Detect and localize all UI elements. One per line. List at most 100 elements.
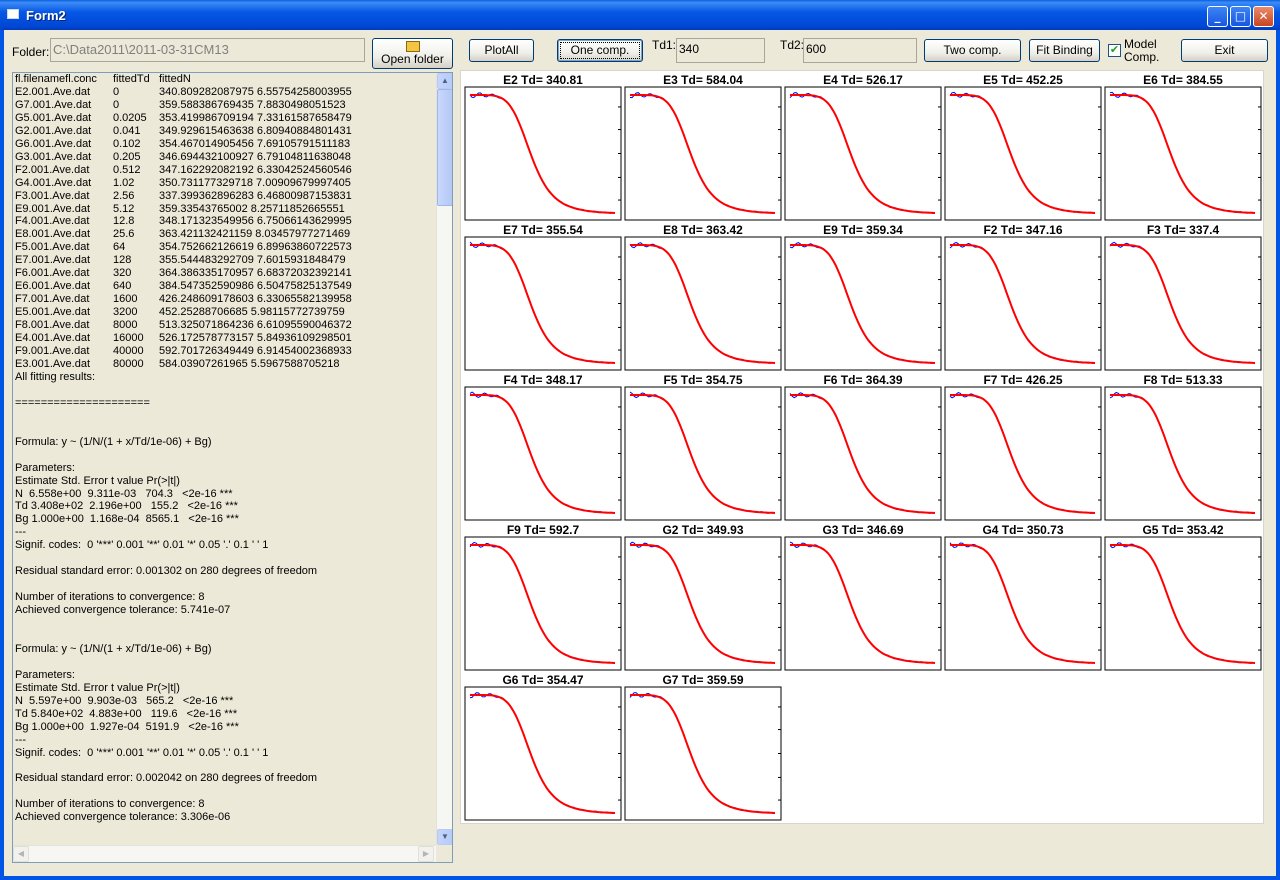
panel-title: F3 Td= 337.4 — [1147, 223, 1220, 237]
td1-input[interactable]: 340 — [676, 38, 765, 63]
cell-conc: 0.512 — [113, 163, 141, 176]
cell-fitted: 584.03907261965 5.5967588705218 — [159, 357, 340, 370]
cell-fitted: 384.547352590986 6.50475825137549 — [159, 280, 352, 293]
model-comp-label: Model Comp. — [1124, 38, 1159, 64]
cell-conc: 8000 — [113, 319, 138, 332]
fit-line — [630, 544, 776, 664]
folder-icon — [405, 41, 420, 52]
log-line: Residual standard error: 0.002042 on 280… — [15, 772, 318, 785]
scroll-thumb[interactable] — [437, 89, 452, 206]
log-line: Signif. codes: 0 '***' 0.001 '**' 0.01 '… — [15, 539, 269, 552]
cell-fitted: 452.25288706685 5.98115772739759 — [159, 306, 345, 319]
fit-line — [1110, 394, 1256, 514]
scroll-up-icon[interactable]: ▲ — [437, 73, 452, 89]
panel-title: F5 Td= 354.75 — [663, 373, 742, 387]
fit-line — [470, 544, 616, 664]
cell-fitted: 349.929615463638 6.80940884801431 — [159, 124, 352, 137]
results-row: G6.001.Ave.dat 0.102 354.467014905456 7.69… — [15, 138, 435, 151]
panel-frame — [784, 386, 942, 521]
horizontal-scrollbar[interactable]: ◀ ▶ — [13, 845, 436, 862]
panel-frame — [624, 386, 782, 521]
cell-filename: F3.001.Ave.dat — [15, 189, 90, 202]
results-text: fl.filenamefl.conc fittedTd fittedN E2.001.… — [15, 73, 435, 845]
results-row: E8.001.Ave.dat 25.6 363.421132421159 8.034… — [15, 228, 435, 241]
panel-frame — [464, 236, 622, 371]
cell-fitted: 359.588386769435 7.8830498051523 — [159, 98, 346, 111]
exit-button[interactable]: Exit — [1181, 39, 1268, 62]
fit-line — [630, 394, 776, 514]
fit-line — [630, 244, 776, 364]
log-line: Residual standard error: 0.001302 on 280… — [15, 565, 318, 578]
panel-title: G5 Td= 353.42 — [1142, 523, 1223, 537]
fit-line — [950, 544, 1096, 664]
title-bar[interactable]: Form2 _ □ ✕ — [0, 0, 1280, 30]
log-line: Bg 1.000e+00 1.927e-04 5191.9 <2e-16 *** — [15, 720, 239, 733]
close-button[interactable]: ✕ — [1253, 6, 1274, 27]
panel-frame — [624, 686, 782, 821]
plots-svg: E2 Td= 340.81 E3 Td= 584.04 E4 Td= 526.17 E… — [464, 73, 1262, 821]
log-line — [15, 630, 435, 643]
results-row: F6.001.Ave.dat 320 364.386335170957 6.6837… — [15, 267, 435, 280]
open-folder-button[interactable]: Open folder — [372, 38, 453, 69]
log-line: Bg 1.000e+00 1.168e-04 8565.1 <2e-16 *** — [15, 513, 239, 526]
minimize-button[interactable]: _ — [1207, 6, 1228, 27]
cell-fitted: 363.421132421159 8.03457977271469 — [159, 228, 351, 241]
results-row: G7.001.Ave.dat 0 359.588386769435 7.883049… — [15, 99, 435, 112]
cell-fitted: 364.386335170957 6.68372032392141 — [159, 267, 352, 280]
cell-conc: 0 — [113, 85, 120, 98]
cell-filename: F7.001.Ave.dat — [15, 293, 90, 306]
fit-line — [470, 694, 616, 814]
fit-line — [470, 394, 616, 514]
plot-all-button[interactable]: PlotAll — [469, 39, 534, 62]
cell-filename: F5.001.Ave.dat — [15, 241, 90, 254]
window-title: Form2 — [26, 8, 66, 23]
log-line — [15, 384, 435, 397]
two-comp-button[interactable]: Two comp. — [924, 39, 1021, 62]
cell-filename: E5.001.Ave.dat — [15, 306, 91, 319]
panel-title: F6 Td= 364.39 — [823, 373, 902, 387]
panel-title: E7 Td= 355.54 — [503, 223, 583, 237]
cell-fitted: 348.171323549956 6.75066143629995 — [159, 215, 352, 228]
cell-filename: E8.001.Ave.dat — [15, 228, 91, 241]
cell-fitted: 513.325071864236 6.61095590046372 — [159, 319, 352, 332]
results-row: E7.001.Ave.dat 128 355.544483292709 7.6015… — [15, 254, 435, 267]
log-line: Number of iterations to convergence: 8 — [15, 591, 205, 604]
scroll-left-icon[interactable]: ◀ — [13, 846, 29, 862]
folder-path-field[interactable]: C:\Data2011\2011-03-31CM13 — [50, 38, 365, 62]
vertical-scrollbar[interactable]: ▲ ▼ — [436, 73, 452, 845]
cell-conc: 16000 — [113, 332, 144, 345]
results-textbox[interactable]: fl.filenamefl.conc fittedTd fittedN E2.001.… — [12, 72, 453, 863]
cell-filename: E2.001.Ave.dat — [15, 85, 91, 98]
log-line: Formula: y ~ (1/N/(1 + x/Td/1e-06) + Bg) — [15, 435, 212, 448]
model-comp-line1: Model — [1124, 37, 1157, 51]
header-cell: fl.filenamefl.conc — [15, 73, 97, 85]
open-folder-label: Open folder — [381, 52, 444, 66]
maximize-button[interactable]: □ — [1230, 6, 1251, 27]
td2-input[interactable]: 600 — [803, 38, 917, 63]
fit-binding-button[interactable]: Fit Binding — [1029, 39, 1100, 62]
panel-frame — [784, 86, 942, 221]
cell-filename: F4.001.Ave.dat — [15, 215, 90, 228]
fit-line — [630, 94, 776, 214]
panel-title: G2 Td= 349.93 — [662, 523, 743, 537]
td2-label: Td2: — [780, 38, 805, 52]
model-comp-checkbox[interactable]: ✔ — [1108, 44, 1121, 57]
cell-conc: 1600 — [113, 293, 138, 306]
cell-filename: E6.001.Ave.dat — [15, 280, 91, 293]
results-row: G3.001.Ave.dat 0.205 346.694432100927 6.79… — [15, 151, 435, 164]
scroll-down-icon[interactable]: ▼ — [437, 829, 452, 845]
cell-filename: F9.001.Ave.dat — [15, 345, 90, 358]
cell-fitted: 359.33543765002 8.25711852665551 — [159, 202, 345, 215]
cell-conc: 80000 — [113, 357, 144, 370]
results-row: G2.001.Ave.dat 0.041 349.929615463638 6.80… — [15, 125, 435, 138]
log-line: Td 5.840e+02 4.883e+00 119.6 <2e-16 *** — [15, 707, 238, 720]
cell-fitted: 346.694432100927 6.79104811638048 — [159, 150, 351, 163]
panel-frame — [624, 236, 782, 371]
panel-frame — [784, 536, 942, 671]
results-header-row: fl.filenamefl.conc fittedTd fittedN — [15, 73, 435, 86]
results-row: F8.001.Ave.dat 8000 513.325071864236 6.610… — [15, 319, 435, 332]
cell-conc: 320 — [113, 267, 132, 280]
results-row: G5.001.Ave.dat 0.0205 353.419986709194 7.3… — [15, 112, 435, 125]
one-comp-button[interactable]: One comp. — [557, 39, 643, 62]
scroll-right-icon[interactable]: ▶ — [418, 846, 434, 862]
